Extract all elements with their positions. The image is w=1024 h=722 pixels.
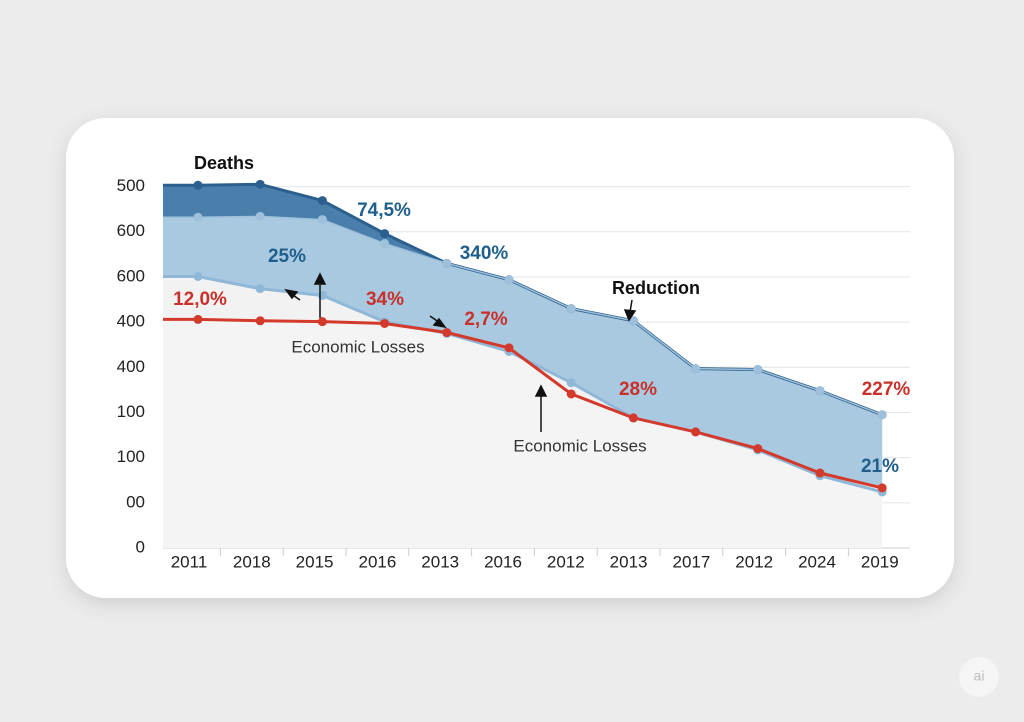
point (815, 468, 825, 478)
annotation: Deaths (194, 153, 254, 173)
point (255, 211, 265, 221)
point (877, 410, 887, 420)
point (442, 258, 452, 268)
watermark-badge (959, 657, 999, 697)
point (504, 275, 514, 285)
y-tick-label: 600 (117, 221, 145, 240)
y-tick-label: 400 (117, 357, 145, 376)
annotation: 227% (862, 379, 911, 400)
point (255, 284, 265, 294)
x-tick-label: 2017 (672, 552, 710, 571)
point (691, 364, 701, 374)
y-tick-label: 500 (117, 176, 145, 195)
x-tick-label: 2019 (861, 552, 899, 571)
y-tick-label: 100 (117, 402, 145, 421)
point (628, 316, 638, 326)
y-tick-label: 600 (117, 266, 145, 285)
x-tick-label: 2024 (798, 552, 836, 571)
annotation: Reduction (612, 278, 700, 298)
annotation: Economic Losses (513, 436, 646, 455)
annotation: 2,7% (464, 309, 507, 330)
x-tick-label: 2012 (735, 552, 773, 571)
point (442, 328, 452, 338)
point (753, 444, 763, 454)
point (380, 318, 390, 328)
x-tick-label: 2012 (547, 552, 585, 571)
watermark: ai (974, 668, 985, 684)
point (753, 365, 763, 375)
point (317, 196, 327, 206)
point (504, 343, 514, 353)
y-tick-label: 100 (117, 447, 145, 466)
x-tick-label: 2018 (233, 552, 271, 571)
x-tick-label: 2013 (610, 552, 648, 571)
x-tick-label: 2016 (358, 552, 396, 571)
point (317, 215, 327, 225)
point (193, 314, 203, 324)
point (566, 378, 576, 388)
point (317, 317, 327, 327)
annotation: 340% (460, 243, 509, 264)
point (566, 304, 576, 314)
point (566, 389, 576, 399)
point (193, 212, 203, 222)
area (163, 216, 883, 492)
arrows (284, 272, 637, 432)
point (691, 427, 701, 437)
area (163, 184, 883, 415)
annotation: 21% (861, 456, 899, 477)
point (380, 229, 390, 239)
point (193, 271, 203, 281)
annotation: 34% (366, 289, 404, 310)
point (380, 239, 390, 249)
y-tick-label: 00 (126, 492, 145, 511)
annotation: 74,5% (357, 200, 411, 221)
x-tick-label: 2015 (296, 552, 334, 571)
point (255, 179, 265, 189)
y-tick-label: 400 (117, 312, 145, 331)
y-tick-label: 0 (136, 537, 145, 556)
annotation: 12,0% (173, 289, 227, 310)
x-tick-label: 2013 (421, 552, 459, 571)
point (193, 180, 203, 190)
annotation: 28% (619, 379, 657, 400)
x-tick-label: 2016 (484, 552, 522, 571)
annotation: 25% (268, 246, 306, 267)
annotation: Economic Losses (291, 337, 424, 356)
point (815, 386, 825, 396)
area (163, 319, 883, 548)
point (255, 316, 265, 326)
point (877, 483, 887, 493)
point (628, 413, 638, 423)
x-tick-label: 2011 (171, 552, 208, 571)
